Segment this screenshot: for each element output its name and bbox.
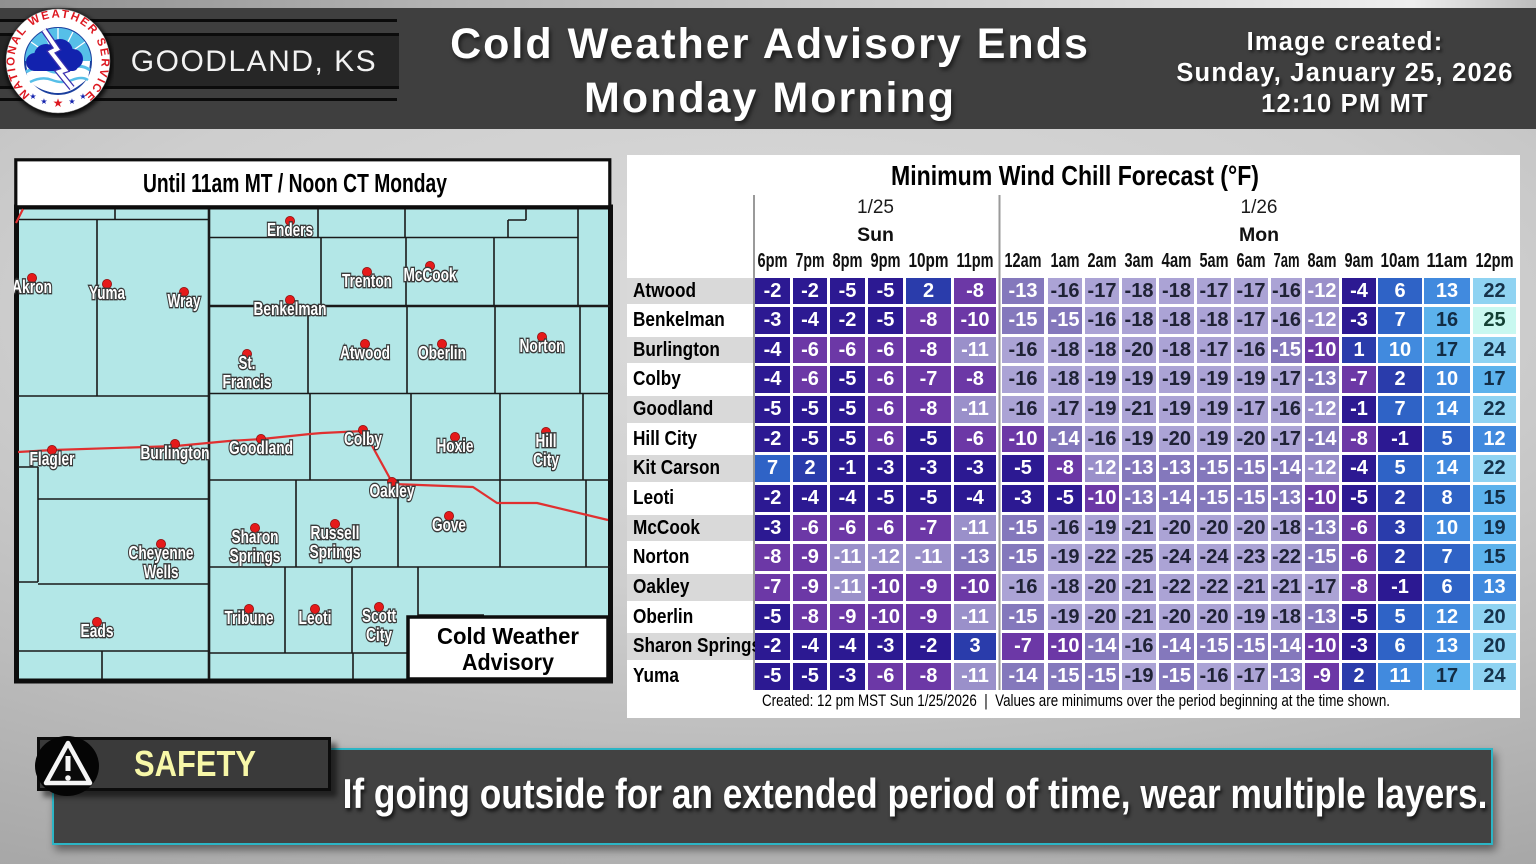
svg-text:Mon: Mon — [1239, 224, 1279, 246]
svg-text:4am: 4am — [1162, 250, 1192, 272]
svg-text:Scott: Scott — [362, 606, 396, 626]
svg-text:Sharon: Sharon — [232, 527, 279, 547]
svg-text:Oakley: Oakley — [370, 481, 415, 501]
svg-text:Tribune: Tribune — [225, 608, 274, 628]
svg-text:Flagler: Flagler — [30, 449, 75, 469]
svg-text:★: ★ — [53, 96, 64, 110]
svg-text:Wells: Wells — [144, 562, 179, 582]
svg-text:Akron: Akron — [14, 277, 52, 297]
svg-text:McCook: McCook — [404, 265, 458, 285]
svg-text:10pm: 10pm — [909, 250, 949, 272]
svg-text:Hill: Hill — [536, 431, 557, 451]
svg-text:Oberlin: Oberlin — [418, 343, 466, 363]
svg-text:8pm: 8pm — [833, 250, 863, 272]
svg-text:6am: 6am — [1237, 250, 1266, 272]
svg-text:5am: 5am — [1200, 250, 1229, 272]
svg-text:Benkelman: Benkelman — [254, 299, 327, 319]
svg-text:Yuma: Yuma — [89, 283, 126, 303]
svg-text:Eads: Eads — [81, 621, 114, 641]
svg-text:Springs: Springs — [230, 546, 281, 566]
svg-text:12pm: 12pm — [1476, 250, 1514, 272]
svg-text:1/25: 1/25 — [857, 197, 894, 218]
svg-text:Minimum Wind Chill Forecast (°: Minimum Wind Chill Forecast (°F) — [891, 160, 1259, 191]
svg-text:Francis: Francis — [223, 372, 272, 392]
svg-text:Created: 12 pm MST Sun 1/25/20: Created: 12 pm MST Sun 1/25/2026 | Value… — [762, 691, 1390, 710]
svg-text:7am: 7am — [1274, 250, 1300, 272]
svg-text:★: ★ — [29, 92, 36, 101]
svg-text:Norton: Norton — [520, 336, 565, 356]
svg-text:Gove: Gove — [432, 515, 466, 535]
svg-text:SAFETY: SAFETY — [134, 743, 256, 784]
svg-text:★: ★ — [68, 97, 75, 106]
svg-text:Colby: Colby — [344, 429, 382, 449]
svg-text:2am: 2am — [1088, 250, 1117, 272]
svg-text:Until 11am MT / Noon CT Monday: Until 11am MT / Noon CT Monday — [143, 170, 448, 198]
svg-text:★: ★ — [40, 97, 47, 106]
svg-text:7pm: 7pm — [796, 250, 825, 272]
svg-text:Cold Weather: Cold Weather — [437, 623, 579, 649]
svg-text:6pm: 6pm — [758, 250, 788, 272]
svg-text:Burlington: Burlington — [141, 443, 210, 463]
svg-text:Hoxie: Hoxie — [437, 436, 474, 456]
svg-text:12am: 12am — [1005, 250, 1042, 272]
svg-text:3am: 3am — [1125, 250, 1154, 272]
svg-text:11pm: 11pm — [957, 250, 994, 272]
svg-text:Springs: Springs — [310, 542, 361, 562]
svg-text:Leoti: Leoti — [299, 608, 332, 628]
svg-text:Advisory: Advisory — [462, 649, 554, 675]
svg-text:10am: 10am — [1381, 250, 1420, 272]
svg-text:Enders: Enders — [267, 220, 313, 240]
svg-text:11am: 11am — [1427, 250, 1468, 272]
svg-text:City: City — [366, 625, 392, 645]
svg-text:City: City — [533, 450, 559, 470]
svg-text:8am: 8am — [1308, 250, 1337, 272]
svg-text:9pm: 9pm — [871, 250, 901, 272]
svg-text:Russell: Russell — [311, 523, 360, 543]
svg-text:Wray: Wray — [168, 291, 201, 311]
svg-text:Sun: Sun — [857, 224, 894, 246]
svg-text:Cheyenne: Cheyenne — [129, 543, 194, 563]
svg-text:1am: 1am — [1051, 250, 1080, 272]
svg-text:9am: 9am — [1345, 250, 1374, 272]
svg-text:St.: St. — [239, 353, 256, 373]
svg-text:1/26: 1/26 — [1241, 197, 1278, 218]
svg-text:Atwood: Atwood — [340, 343, 390, 363]
svg-text:Goodland: Goodland — [229, 438, 293, 458]
svg-text:Trenton: Trenton — [342, 271, 392, 291]
svg-text:★: ★ — [79, 92, 86, 101]
